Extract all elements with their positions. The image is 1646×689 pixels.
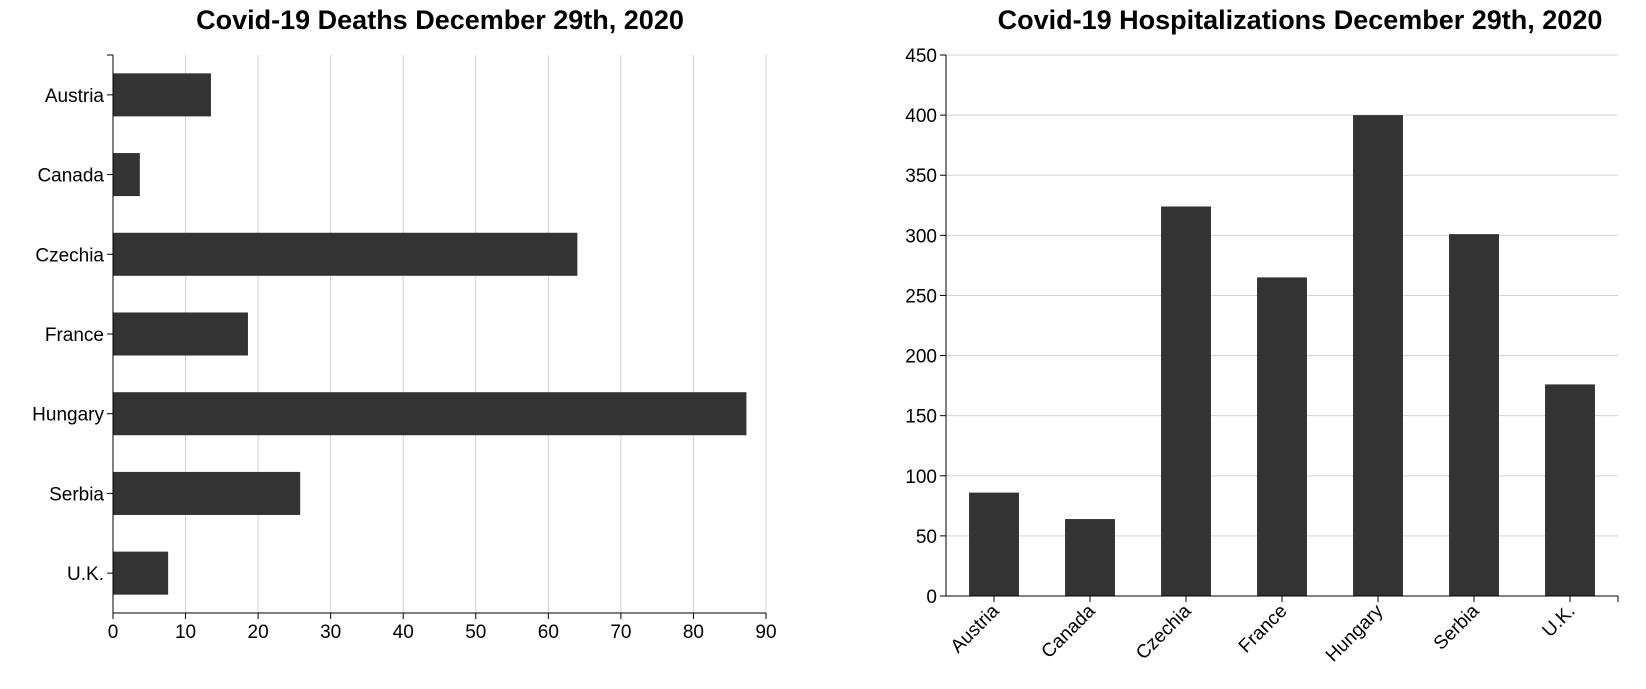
hosp-x-tick-label: Canada bbox=[1038, 600, 1100, 662]
deaths-bar-canada bbox=[113, 153, 140, 197]
hosp-x-tick-label: France bbox=[1235, 601, 1292, 658]
hosp-bar-canada bbox=[1065, 519, 1115, 596]
deaths-chart-title: Covid-19 Deaths December 29th, 2020 bbox=[196, 5, 684, 35]
hosp-y-tick-label: 350 bbox=[905, 166, 937, 187]
deaths-y-tick-label: U.K. bbox=[67, 564, 104, 585]
deaths-bar-france bbox=[113, 312, 248, 356]
hosp-y-tick-label: 450 bbox=[905, 46, 937, 67]
hosp-x-tick-label: Serbia bbox=[1430, 600, 1484, 654]
hospitalizations-chart: Austria Canada Czechia France Hungary Serbia U… bbox=[905, 46, 1619, 666]
hosp-y-tick-label: 100 bbox=[905, 467, 937, 488]
deaths-chart: Austria Canada Czechia France Hungary Serbia U… bbox=[32, 54, 777, 643]
hosp-x-tick-label: U.K. bbox=[1539, 601, 1580, 642]
hospitalizations-chart-title: Covid-19 Hospitalizations December 29th,… bbox=[998, 5, 1603, 35]
hosp-x-tick-label: Austria bbox=[947, 600, 1004, 657]
deaths-bar-uk bbox=[113, 551, 169, 595]
hosp-bar-uk bbox=[1545, 384, 1595, 596]
hosp-bar-france bbox=[1257, 277, 1307, 596]
deaths-x-tick-label: 30 bbox=[320, 622, 341, 643]
deaths-x-tick-label: 40 bbox=[393, 622, 414, 643]
hosp-y-tick-label: 400 bbox=[905, 106, 937, 127]
deaths-x-tick-label: 20 bbox=[248, 622, 269, 643]
hosp-bar-serbia bbox=[1449, 234, 1499, 596]
deaths-y-tick-label: Serbia bbox=[49, 484, 104, 505]
deaths-bar-czechia bbox=[113, 232, 578, 276]
deaths-y-tick-label: Canada bbox=[37, 166, 104, 187]
hosp-bar-hungary bbox=[1353, 115, 1403, 596]
deaths-x-tick-label: 10 bbox=[175, 622, 196, 643]
hosp-bar-austria bbox=[969, 492, 1019, 596]
deaths-bar-hungary bbox=[113, 392, 747, 436]
hosp-y-tick-label: 50 bbox=[916, 527, 937, 548]
hosp-y-tick-label: 0 bbox=[926, 587, 937, 608]
deaths-x-tick-label: 80 bbox=[683, 622, 704, 643]
deaths-x-tick-label: 60 bbox=[538, 622, 559, 643]
deaths-bar-serbia bbox=[113, 471, 301, 515]
deaths-x-tick-label: 50 bbox=[465, 622, 486, 643]
deaths-bar-austria bbox=[113, 73, 211, 117]
deaths-y-tick-label: Austria bbox=[45, 86, 105, 107]
hosp-y-tick-label: 150 bbox=[905, 407, 937, 428]
hosp-bar-czechia bbox=[1161, 206, 1211, 597]
hosp-x-tick-label: Hungary bbox=[1322, 600, 1388, 666]
deaths-y-tick-label: Czechia bbox=[35, 245, 104, 266]
hosp-y-tick-label: 300 bbox=[905, 226, 937, 247]
deaths-x-tick-label: 70 bbox=[610, 622, 631, 643]
hosp-y-tick-label: 250 bbox=[905, 286, 937, 307]
hosp-x-tick-label: Czechia bbox=[1132, 600, 1196, 664]
deaths-y-tick-label: France bbox=[45, 325, 104, 346]
hosp-y-tick-label: 200 bbox=[905, 347, 937, 368]
deaths-x-tick-label: 90 bbox=[755, 622, 776, 643]
deaths-x-tick-label: 0 bbox=[108, 622, 119, 643]
deaths-y-tick-label: Hungary bbox=[32, 405, 104, 426]
